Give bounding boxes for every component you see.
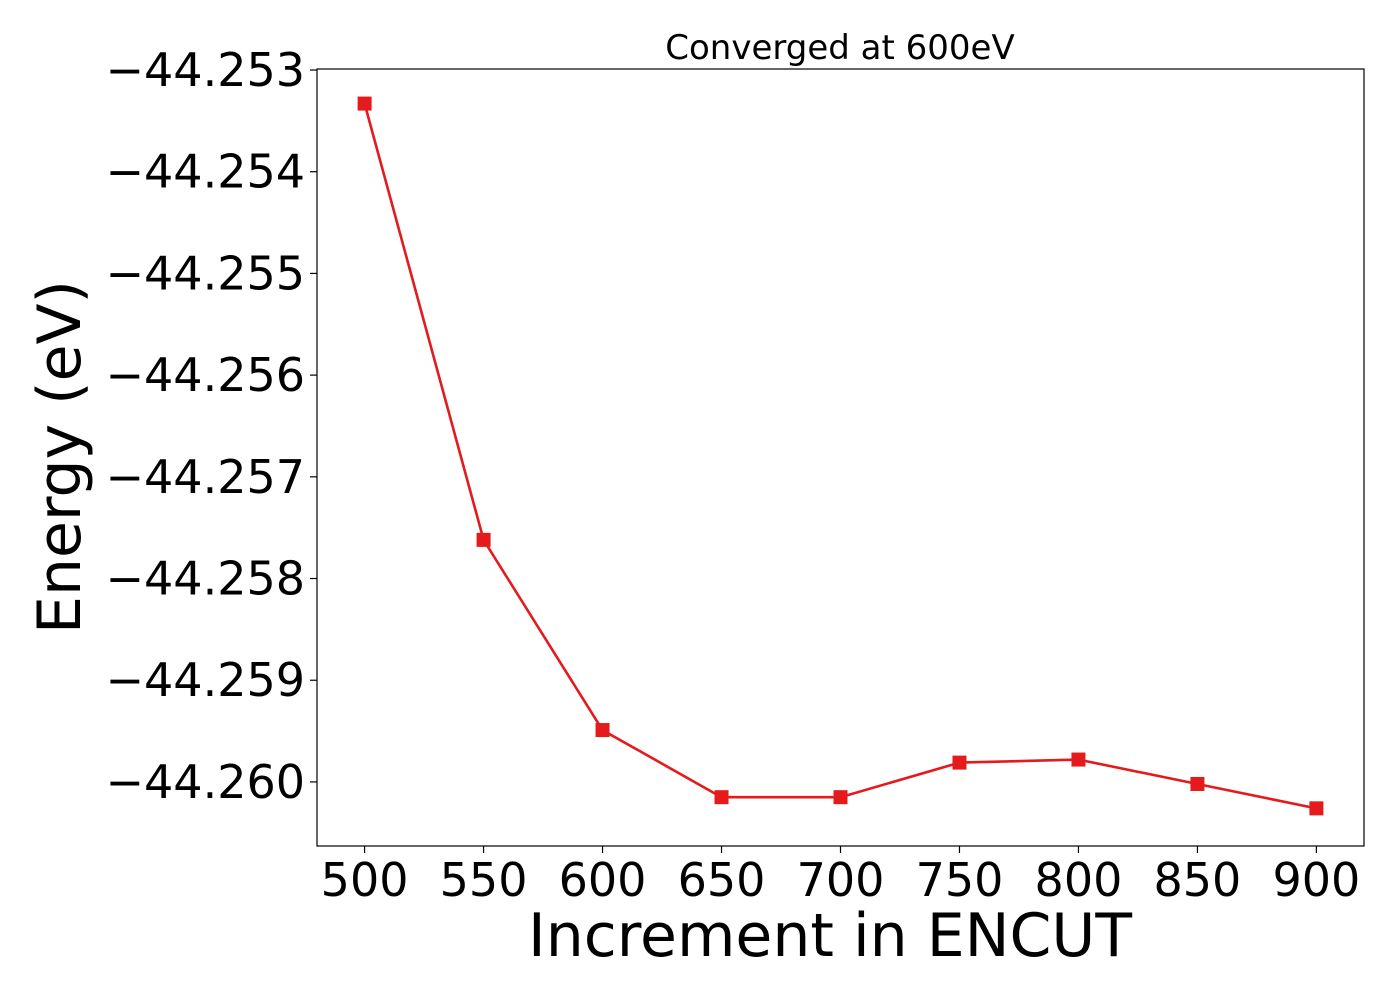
data-point-marker — [952, 755, 967, 770]
y-tick-label: −44.255 — [106, 246, 306, 300]
x-tick-label: 600 — [559, 853, 647, 907]
x-tick-label: 800 — [1035, 853, 1123, 907]
x-axis: 500 550 600 650 700 750 800 850 900 — [321, 846, 1361, 907]
plot-frame — [316, 68, 1365, 847]
y-tick-label: −44.257 — [106, 450, 306, 504]
data-point-marker — [357, 96, 372, 111]
chart-title: Converged at 600eV — [665, 28, 1014, 68]
y-tick-label: −44.259 — [106, 653, 306, 707]
series-line — [363, 103, 1317, 810]
x-tick-label: 700 — [797, 853, 885, 907]
plot-area: 500 550 600 650 700 750 800 850 900 −44.253−44.2… — [106, 43, 1365, 907]
data-point-marker — [595, 723, 610, 738]
data-point-marker — [714, 790, 729, 805]
data-point-marker — [1071, 752, 1086, 767]
series-layer — [357, 96, 1324, 816]
x-axis-label: Increment in ENCUT — [528, 901, 1132, 971]
y-tick-label: −44.253 — [106, 43, 306, 97]
x-tick-label: 650 — [678, 853, 766, 907]
data-point-marker — [476, 532, 491, 547]
y-tick-label: −44.254 — [106, 145, 306, 199]
x-tick-label: 750 — [916, 853, 1004, 907]
data-point-marker — [833, 790, 848, 805]
data-point-marker — [1309, 801, 1324, 816]
x-tick-label: 550 — [440, 853, 528, 907]
y-tick-label: −44.260 — [106, 755, 306, 809]
y-tick-label: −44.258 — [106, 552, 306, 606]
x-tick-label: 850 — [1154, 853, 1242, 907]
x-tick-label: 900 — [1273, 853, 1361, 907]
y-axis-label: Energy (eV) — [25, 280, 95, 634]
y-axis: −44.253 −44.254 −44.255 −44.256 −44.257 −44.2… — [106, 43, 317, 809]
data-point-marker — [1190, 776, 1205, 791]
x-tick-label: 500 — [321, 853, 409, 907]
y-tick-label: −44.256 — [106, 348, 306, 402]
